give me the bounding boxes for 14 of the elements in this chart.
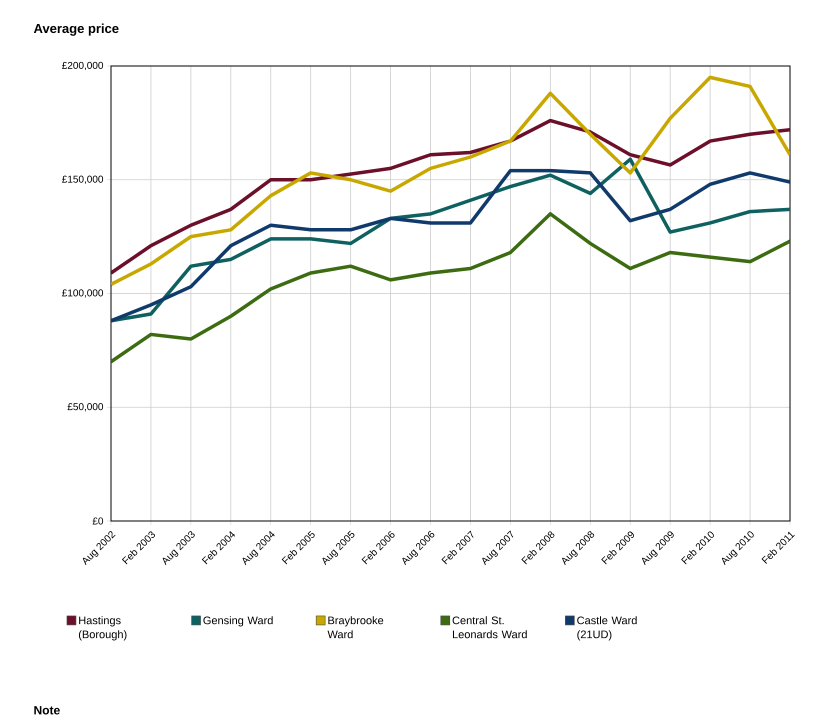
text: Note bbox=[34, 706, 60, 714]
legend-label: Braybrooke Ward bbox=[328, 616, 384, 638]
legend-label: Castle Ward (21UD) bbox=[577, 616, 637, 640]
legend-label: Gensing Ward bbox=[203, 616, 273, 626]
y-tick-label: £150,000 bbox=[62, 176, 104, 184]
line-series bbox=[111, 212, 790, 364]
y-tick-label: £0 bbox=[92, 517, 104, 525]
y-tick-label: £100,000 bbox=[62, 289, 104, 298]
y-tick-label: £50,000 bbox=[68, 403, 104, 412]
legend-label: Hastings (Borough) bbox=[78, 616, 126, 640]
y-tick-label: £200,000 bbox=[62, 62, 104, 70]
legend-label: Central St. Leonards Ward bbox=[452, 616, 527, 638]
chart-title: Average price bbox=[34, 24, 119, 36]
line-series bbox=[111, 76, 790, 286]
